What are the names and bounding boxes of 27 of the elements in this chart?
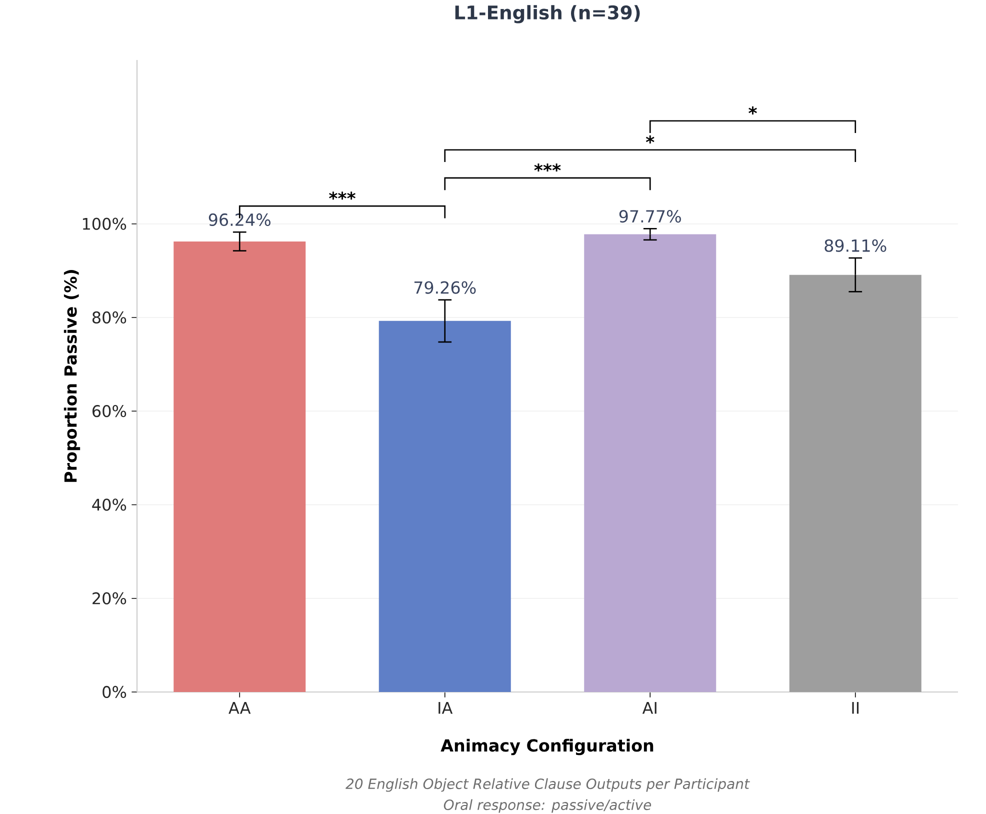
annotation: *** (534, 164, 561, 172)
annotation: * (646, 135, 654, 144)
chart-title: L1-English (n=39) (455, 5, 640, 24)
annotation: * (748, 106, 757, 114)
data-label: 96.24% (208, 213, 270, 226)
bar (174, 241, 306, 692)
x-tick-label: IA (438, 702, 453, 714)
bar (584, 234, 716, 692)
data-label: 89.11% (824, 239, 886, 252)
y-tick-label: 0% (102, 686, 126, 698)
y-tick-label: 60% (92, 405, 126, 418)
text: 20 English Object Relative Clause Outputs per Participant (346, 778, 750, 792)
data-label: 97.77% (619, 210, 681, 223)
y-axis-title: Proportion Passive (%) (64, 270, 80, 482)
x-tick-label: II (852, 702, 859, 714)
data-label: 79.26% (414, 281, 476, 294)
y-tick-label: 20% (92, 592, 126, 604)
annotation: *** (329, 192, 356, 200)
y-tick-label: 100% (82, 218, 126, 230)
text: Oral response: passive/active (444, 799, 652, 813)
x-tick-label: AI (642, 702, 656, 714)
bar (378, 320, 511, 692)
bar (789, 274, 922, 692)
y-tick-label: 80% (92, 311, 126, 324)
x-axis-title: Animacy Configuration (440, 738, 654, 756)
y-tick-label: 40% (92, 498, 126, 511)
x-tick-label: AA (228, 702, 251, 714)
